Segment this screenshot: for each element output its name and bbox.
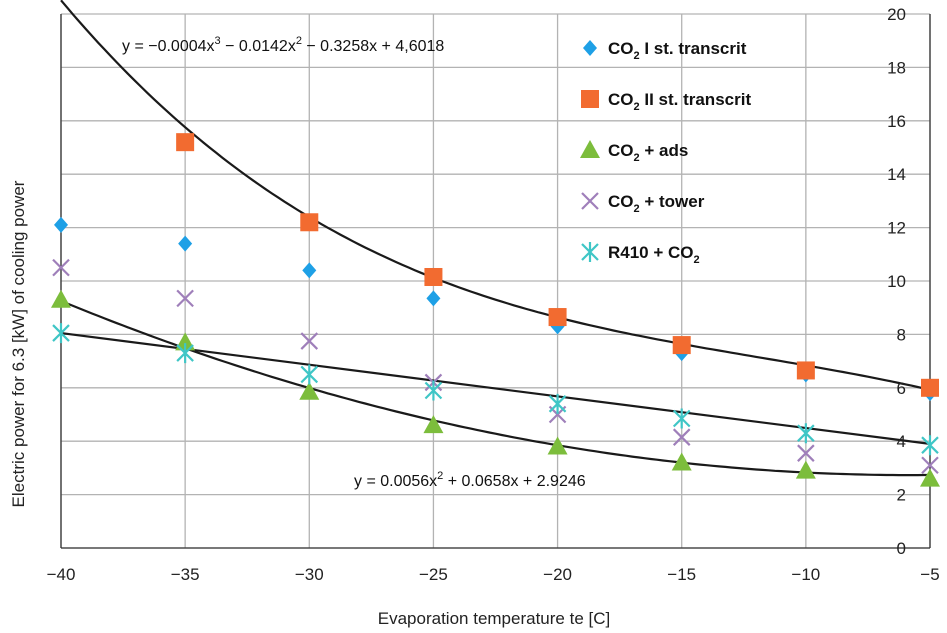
point-co2_tower bbox=[300, 332, 319, 350]
point-r410_co2 bbox=[52, 323, 70, 344]
point-co2_1st bbox=[178, 235, 193, 252]
legend-marker-co2_1st bbox=[583, 40, 597, 56]
legend-marker-co2_ads bbox=[580, 140, 600, 158]
point-co2_2st bbox=[796, 361, 815, 380]
x-tick-label: −30 bbox=[295, 565, 324, 584]
point-co2_ads bbox=[423, 415, 444, 434]
eq-part: + 0.0658x + 2.9246 bbox=[443, 473, 585, 490]
tick-labels: 0 2 4 6 8 10 12 14 16 18 20 −40 −35 −30 −25 −20 −15 −10 −5 bbox=[47, 5, 940, 584]
legend-label-co2_ads: CO2 + ads bbox=[608, 141, 688, 164]
point-co2_tower bbox=[52, 258, 70, 277]
y-tick-label: 2 bbox=[897, 486, 906, 505]
legend-label-r410_co2: R410 + CO2 bbox=[608, 243, 700, 266]
point-co2_2st bbox=[672, 336, 691, 355]
y-axis-label: Electric power for 6.3 [kW] of cooling p… bbox=[9, 180, 28, 507]
x-tick-label: −25 bbox=[419, 565, 448, 584]
x-axis-label: Evaporation temperature te [C] bbox=[378, 609, 610, 628]
eq-sup: 2 bbox=[437, 470, 443, 482]
point-co2_ads bbox=[547, 436, 568, 455]
eq-sup: 2 bbox=[296, 35, 302, 47]
eq-part: − 0.0142x bbox=[221, 38, 296, 55]
x-tick-label: −35 bbox=[171, 565, 200, 584]
grid bbox=[60, 13, 931, 549]
point-co2_2st bbox=[921, 378, 939, 397]
point-co2_tower bbox=[921, 456, 939, 475]
y-tick-label: 14 bbox=[887, 165, 906, 184]
legend-marker-r410_co2 bbox=[581, 242, 599, 262]
data-points bbox=[51, 133, 940, 487]
x-tick-label: −15 bbox=[667, 565, 696, 584]
y-tick-label: 16 bbox=[887, 112, 906, 131]
point-r410_co2 bbox=[176, 343, 194, 364]
legend: CO2 I st. transcrit CO2 II st. transcrit C… bbox=[580, 39, 751, 266]
trendline-linear bbox=[60, 331, 931, 445]
y-tick-label: 4 bbox=[897, 432, 906, 451]
eq-part: y = 0.0056x bbox=[354, 473, 437, 490]
legend-marker-co2_2st bbox=[581, 90, 599, 108]
point-r410_co2 bbox=[548, 393, 567, 414]
point-co2_2st bbox=[176, 133, 195, 152]
point-co2_ads bbox=[920, 468, 940, 487]
y-tick-label: 0 bbox=[897, 539, 906, 558]
y-tick-label: 12 bbox=[887, 219, 906, 238]
point-r410_co2 bbox=[300, 364, 319, 385]
y-tick-label: 8 bbox=[897, 325, 906, 344]
point-co2_1st bbox=[54, 216, 68, 233]
point-co2_ads bbox=[795, 460, 816, 479]
x-tick-label: −5 bbox=[920, 565, 939, 584]
trendlines bbox=[60, 0, 931, 477]
point-co2_ads bbox=[671, 452, 692, 471]
point-r410_co2 bbox=[672, 408, 691, 429]
y-tick-label: 10 bbox=[887, 272, 906, 291]
point-r410_co2 bbox=[424, 380, 443, 401]
legend-label-co2_2st: CO2 II st. transcrit bbox=[608, 90, 751, 113]
point-co2_ads bbox=[51, 289, 71, 308]
point-co2_1st bbox=[302, 262, 317, 279]
point-co2_ads bbox=[299, 381, 320, 400]
cubic-equation: y = −0.0004x3 − 0.0142x2 − 0.3258x + 4,6… bbox=[122, 35, 444, 55]
point-co2_2st bbox=[548, 308, 567, 327]
point-co2_2st bbox=[424, 267, 443, 286]
point-co2_tower bbox=[672, 428, 691, 446]
y-tick-label: 20 bbox=[887, 5, 906, 24]
point-r410_co2 bbox=[921, 435, 939, 456]
legend-label-co2_1st: CO2 I st. transcrit bbox=[608, 39, 747, 62]
point-co2_ads bbox=[175, 332, 196, 351]
y-tick-label: 18 bbox=[887, 58, 906, 77]
trendline-quad bbox=[60, 299, 930, 477]
point-co2_tower bbox=[797, 444, 815, 462]
x-tick-label: −10 bbox=[791, 565, 820, 584]
quadratic-equation: y = 0.0056x2 + 0.0658x + 2.9246 bbox=[354, 470, 586, 490]
point-co2_1st bbox=[426, 290, 441, 307]
eq-part: y = −0.0004x bbox=[122, 38, 215, 55]
eq-part: − 0.3258x + 4,6018 bbox=[302, 38, 444, 55]
trendline-cubic bbox=[60, 0, 931, 391]
eq-sup: 3 bbox=[215, 35, 221, 47]
x-tick-label: −40 bbox=[47, 565, 76, 584]
legend-marker-co2_tower bbox=[581, 192, 599, 210]
y-tick-label: 6 bbox=[897, 379, 906, 398]
point-co2_2st bbox=[300, 213, 319, 232]
point-co2_tower bbox=[176, 289, 194, 308]
point-r410_co2 bbox=[797, 423, 815, 444]
x-tick-label: −20 bbox=[543, 565, 572, 584]
legend-label-co2_tower: CO2 + tower bbox=[608, 192, 705, 215]
